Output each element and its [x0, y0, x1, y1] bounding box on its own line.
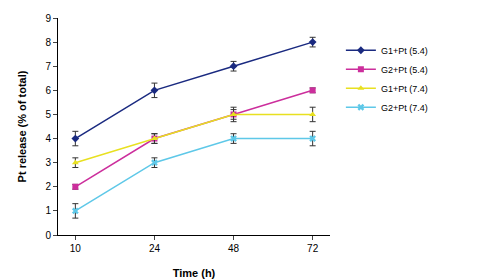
svg-text:10: 10: [70, 243, 82, 254]
svg-text:9: 9: [45, 13, 51, 24]
svg-text:G1+Pt (7.4): G1+Pt (7.4): [381, 84, 428, 94]
svg-text:Pt release (% of total): Pt release (% of total): [16, 70, 28, 182]
svg-text:6: 6: [45, 85, 51, 96]
svg-text:0: 0: [45, 230, 51, 241]
svg-text:48: 48: [228, 243, 240, 254]
svg-text:Time (h): Time (h): [173, 267, 216, 279]
svg-text:5: 5: [45, 109, 51, 120]
svg-text:1: 1: [45, 205, 51, 216]
svg-text:4: 4: [45, 133, 51, 144]
svg-text:2: 2: [45, 181, 51, 192]
svg-text:G2+Pt (5.4): G2+Pt (5.4): [381, 65, 428, 75]
svg-text:3: 3: [45, 157, 51, 168]
svg-text:24: 24: [149, 243, 161, 254]
svg-text:7: 7: [45, 61, 51, 72]
svg-text:G1+Pt (5.4): G1+Pt (5.4): [381, 46, 428, 56]
svg-text:8: 8: [45, 37, 51, 48]
svg-text:G2+Pt (7.4): G2+Pt (7.4): [381, 103, 428, 113]
svg-text:72: 72: [307, 243, 319, 254]
